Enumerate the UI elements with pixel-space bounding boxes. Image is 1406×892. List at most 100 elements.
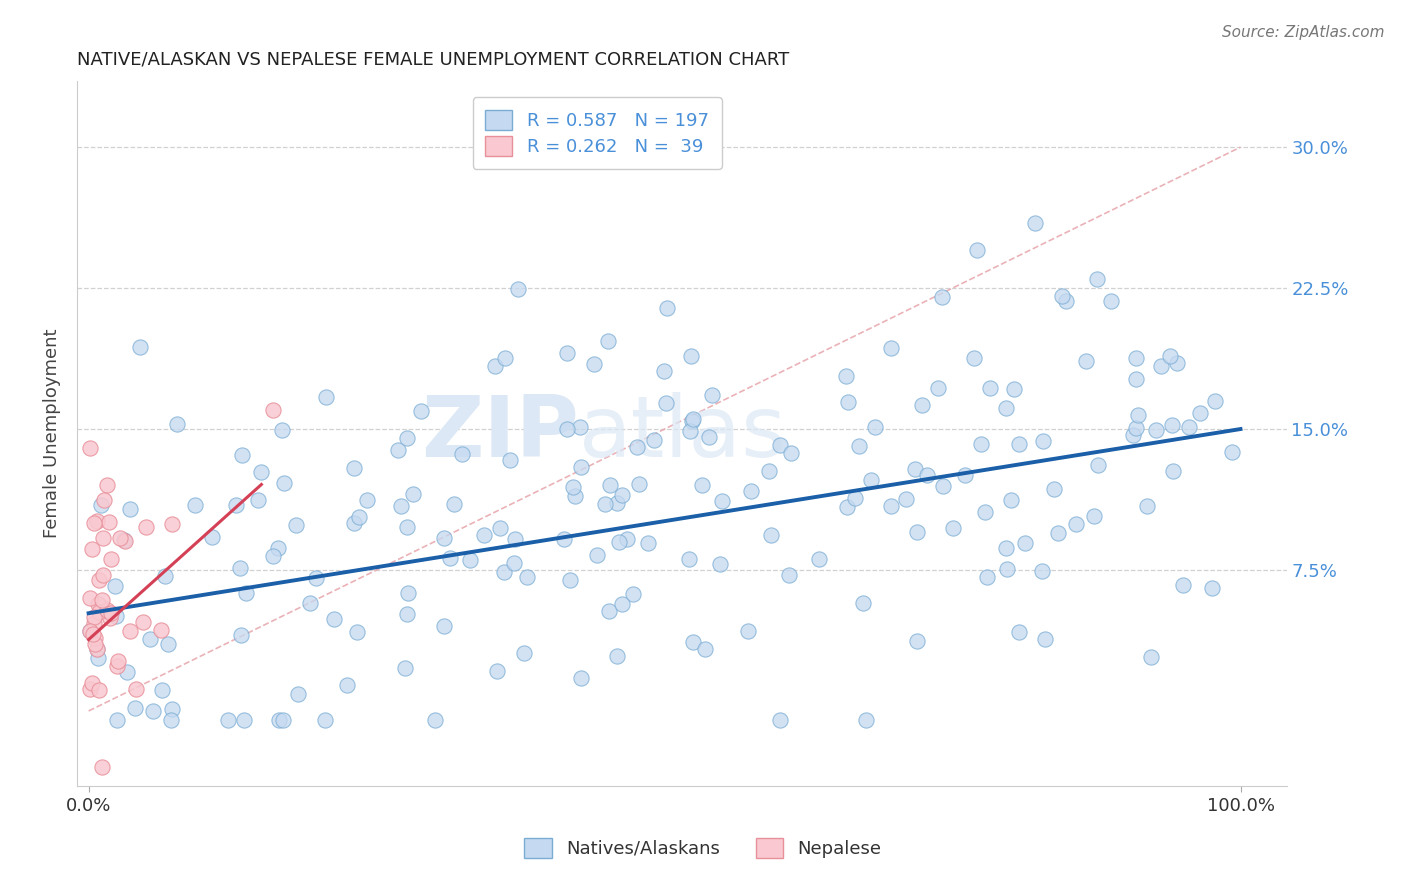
Point	[90, 599, 112, 614]
Point	[1220, 445, 1243, 459]
Point	[1161, 418, 1184, 433]
Point	[100, 606, 122, 620]
Point	[439, 551, 461, 566]
Point	[737, 624, 759, 638]
Point	[458, 552, 481, 566]
Point	[336, 678, 359, 692]
Point	[995, 541, 1018, 555]
Point	[1150, 359, 1173, 373]
Point	[560, 573, 582, 587]
Point	[606, 496, 628, 510]
Point	[391, 499, 413, 513]
Point	[315, 390, 337, 404]
Point	[682, 412, 704, 426]
Point	[1201, 582, 1223, 596]
Point	[79, 441, 101, 455]
Point	[942, 521, 965, 535]
Text: atlas: atlas	[579, 392, 787, 475]
Point	[225, 498, 247, 512]
Point	[423, 714, 446, 728]
Point	[931, 290, 953, 304]
Point	[87, 651, 110, 665]
Point	[287, 687, 309, 701]
Point	[93, 568, 115, 582]
Point	[84, 637, 107, 651]
Point	[494, 565, 516, 579]
Point	[1024, 216, 1046, 230]
Point	[564, 489, 586, 503]
Point	[349, 510, 371, 524]
Point	[627, 476, 650, 491]
Point	[98, 610, 121, 624]
Point	[655, 396, 678, 410]
Point	[499, 453, 522, 467]
Point	[927, 381, 949, 395]
Point	[343, 461, 366, 475]
Point	[285, 517, 308, 532]
Point	[395, 431, 418, 445]
Point	[1008, 437, 1031, 451]
Point	[569, 460, 592, 475]
Point	[1204, 393, 1226, 408]
Point	[693, 642, 716, 657]
Point	[166, 417, 188, 431]
Point	[808, 551, 831, 566]
Point	[262, 549, 284, 563]
Point	[89, 574, 111, 588]
Point	[1052, 289, 1074, 303]
Point	[1076, 353, 1098, 368]
Point	[1126, 408, 1149, 422]
Point	[758, 464, 780, 478]
Point	[970, 437, 993, 451]
Point	[84, 631, 107, 645]
Point	[231, 628, 253, 642]
Point	[905, 524, 928, 539]
Point	[837, 394, 859, 409]
Point	[626, 440, 648, 454]
Point	[569, 671, 592, 685]
Point	[555, 422, 578, 436]
Point	[1087, 458, 1109, 472]
Point	[1046, 526, 1069, 541]
Point	[561, 480, 583, 494]
Point	[1189, 406, 1212, 420]
Text: NATIVE/ALASKAN VS NEPALESE FEMALE UNEMPLOYMENT CORRELATION CHART: NATIVE/ALASKAN VS NEPALESE FEMALE UNEMPL…	[77, 51, 789, 69]
Point	[83, 609, 105, 624]
Point	[139, 632, 162, 647]
Point	[117, 665, 139, 680]
Point	[443, 497, 465, 511]
Point	[610, 597, 633, 611]
Point	[153, 568, 176, 582]
Point	[105, 609, 128, 624]
Point	[132, 615, 155, 630]
Point	[599, 478, 621, 492]
Point	[607, 534, 630, 549]
Point	[553, 532, 575, 546]
Point	[1032, 434, 1054, 449]
Point	[112, 533, 135, 547]
Legend: R = 0.587   N = 197, R = 0.262   N =  39: R = 0.587 N = 197, R = 0.262 N = 39	[472, 97, 721, 169]
Point	[118, 502, 141, 516]
Point	[91, 531, 114, 545]
Point	[848, 439, 870, 453]
Point	[503, 532, 526, 546]
Point	[124, 701, 146, 715]
Point	[768, 438, 790, 452]
Point	[104, 579, 127, 593]
Point	[1000, 492, 1022, 507]
Point	[149, 623, 172, 637]
Point	[472, 528, 495, 542]
Point	[1054, 293, 1077, 308]
Point	[79, 591, 101, 605]
Point	[96, 478, 118, 492]
Point	[679, 424, 702, 438]
Point	[267, 541, 290, 556]
Point	[80, 676, 103, 690]
Point	[697, 430, 720, 444]
Point	[979, 381, 1001, 395]
Point	[606, 648, 628, 663]
Point	[184, 498, 207, 512]
Point	[1099, 293, 1122, 308]
Point	[710, 494, 733, 508]
Point	[402, 487, 425, 501]
